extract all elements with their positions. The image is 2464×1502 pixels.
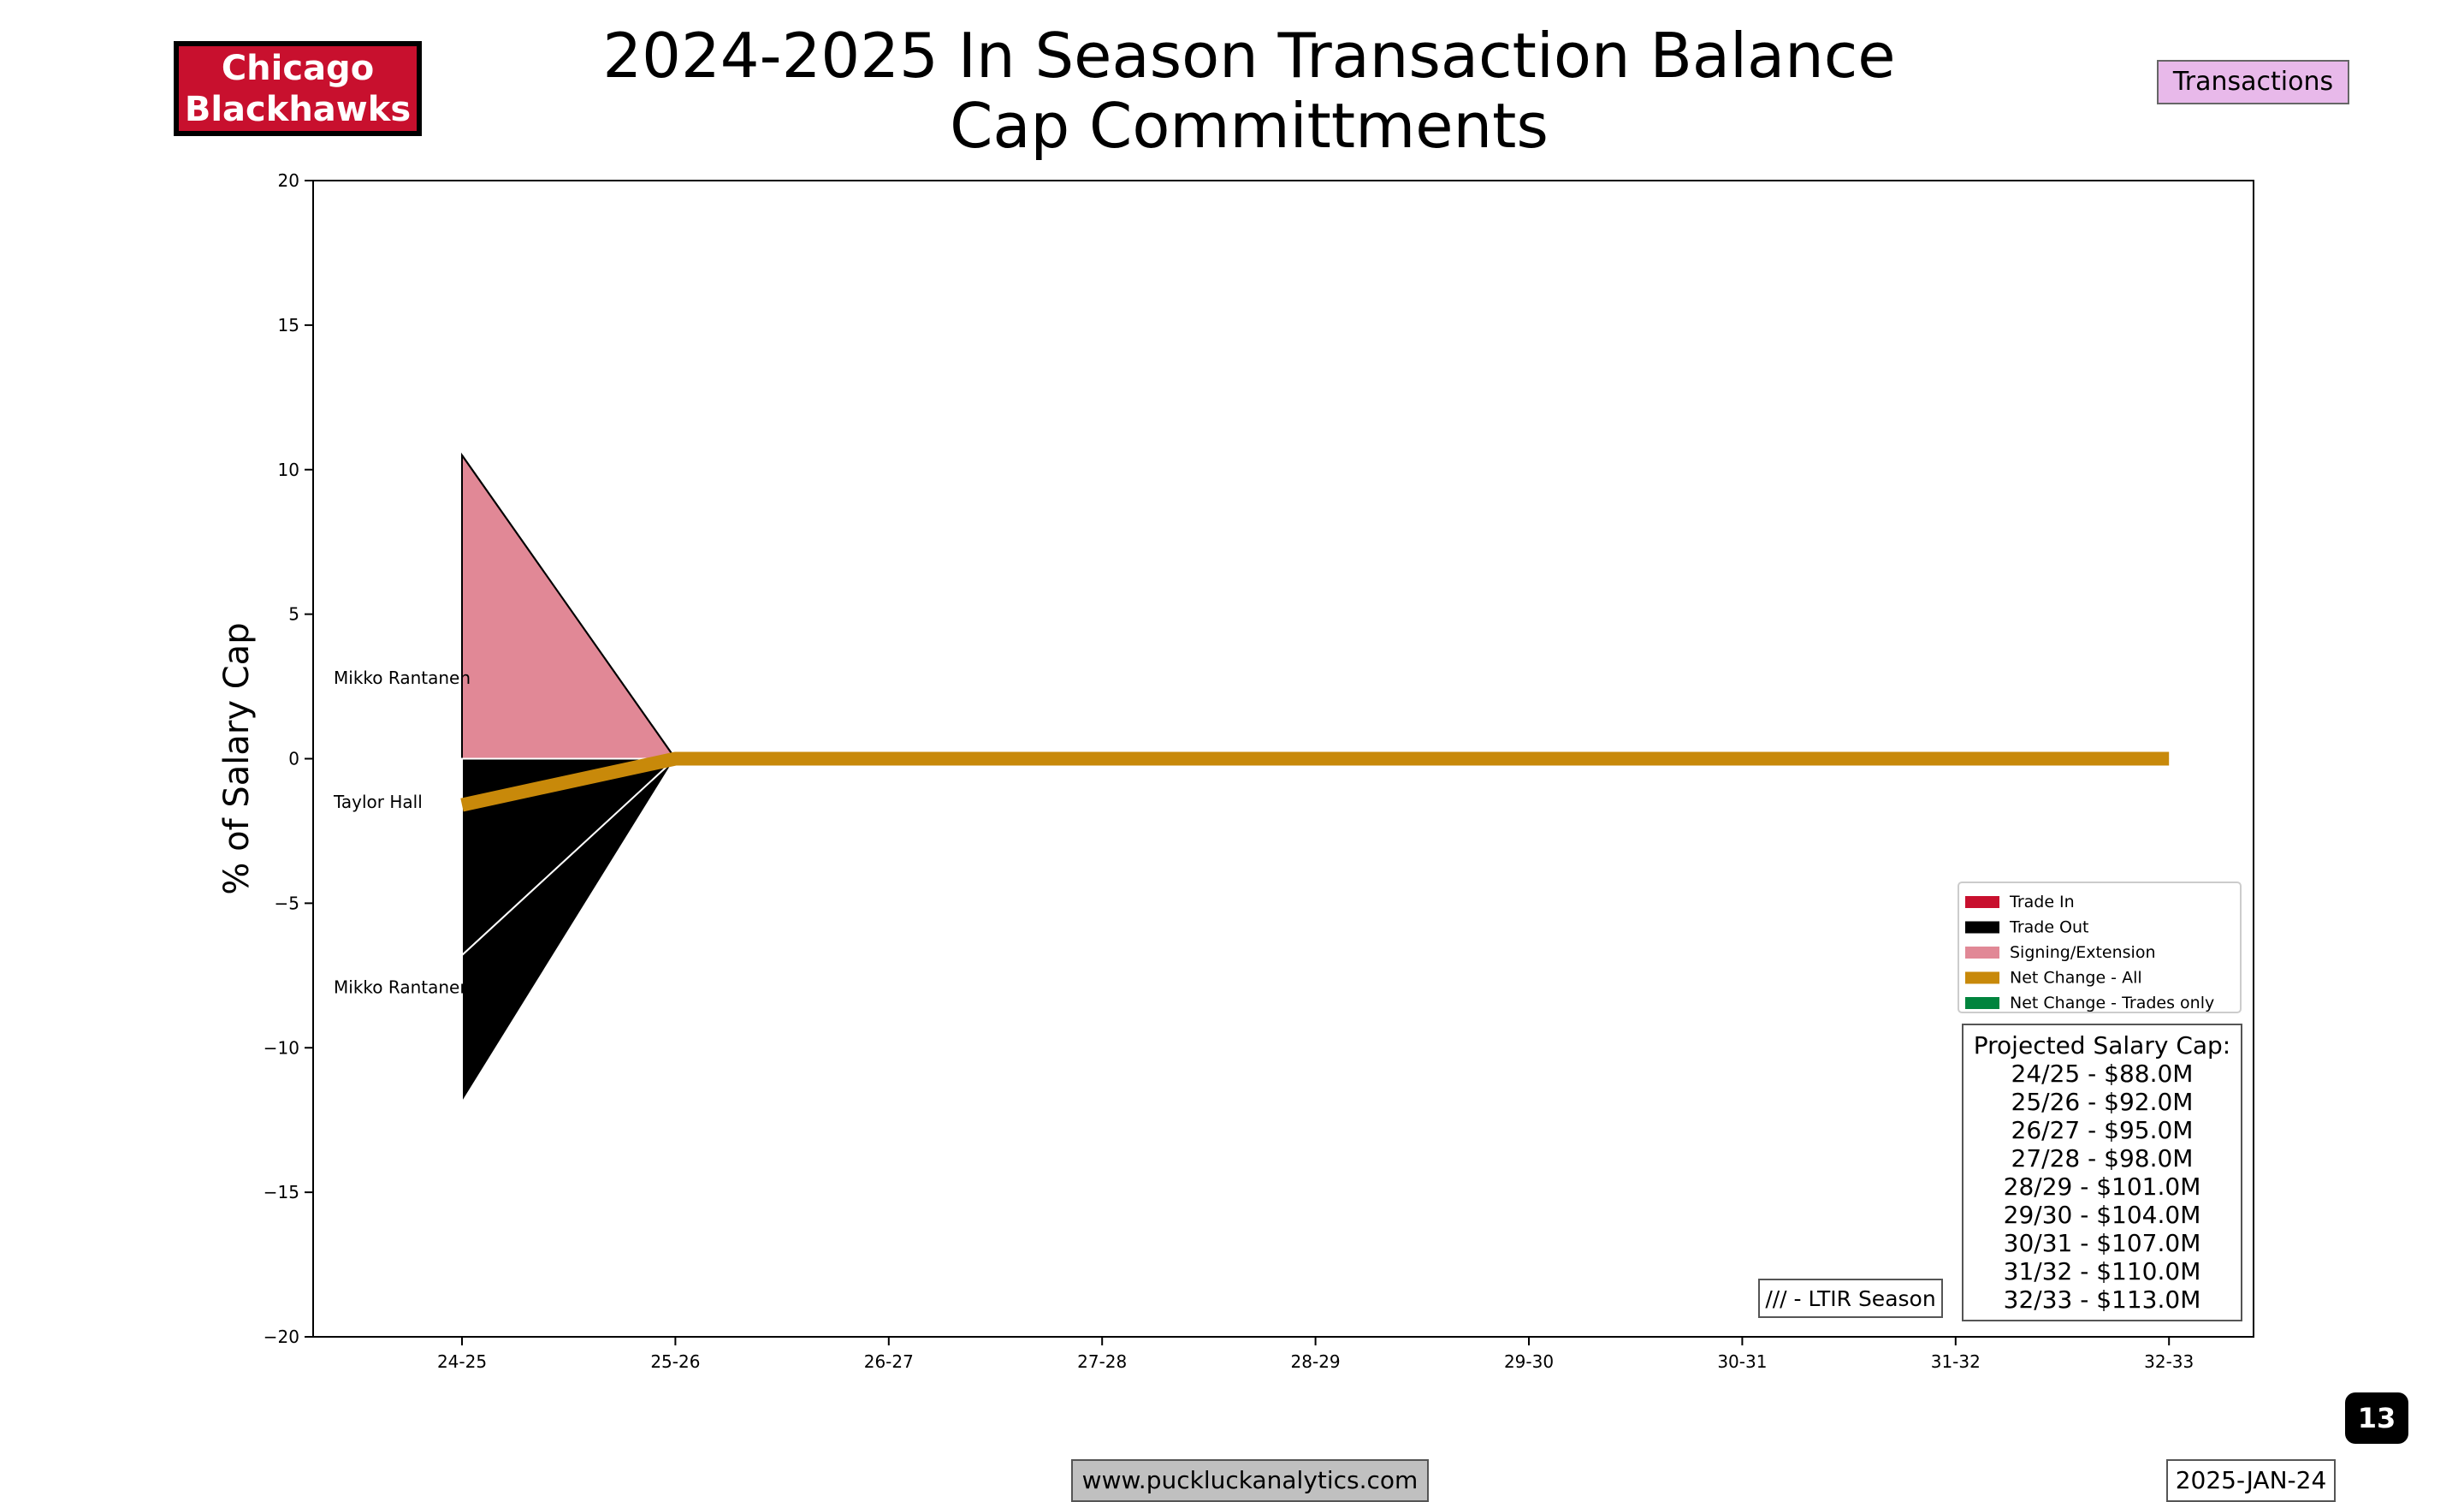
legend-label: Net Change - All (2010, 969, 2142, 988)
x-tick-label: 25-26 (650, 1351, 700, 1372)
legend-swatch (1965, 947, 1999, 959)
legend-label: Trade In (2009, 893, 2075, 911)
legend-label: Signing/Extension (2010, 943, 2156, 962)
page-number-badge: 13 (2345, 1392, 2408, 1444)
y-tick-label: −5 (275, 893, 299, 913)
y-tick-label: −15 (264, 1182, 299, 1202)
x-tick-label: 32-33 (2144, 1351, 2194, 1372)
footer-date: 2025-JAN-24 (2166, 1459, 2336, 1502)
y-axis-label: % of Salary Cap (217, 622, 257, 894)
cap-box-line: 29/30 - $104.0M (2004, 1201, 2201, 1229)
area-label: Mikko Rantanen (334, 977, 471, 997)
x-tick-label: 27-28 (1077, 1351, 1127, 1372)
cap-box-title: Projected Salary Cap: (1974, 1031, 2230, 1060)
cap-box-line: 31/32 - $110.0M (2004, 1257, 2201, 1285)
legend-swatch (1965, 997, 1999, 1009)
y-tick-label: 15 (278, 315, 299, 335)
legend-swatch (1965, 896, 1999, 908)
cap-box-line: 28/29 - $101.0M (2004, 1173, 2201, 1201)
legend-label: Trade Out (2009, 918, 2089, 937)
y-tick-label: 0 (288, 749, 299, 769)
footer-url[interactable]: www.puckluckanalytics.com (1071, 1459, 1429, 1502)
cap-box-line: 24/25 - $88.0M (2011, 1060, 2194, 1088)
y-tick-label: 20 (278, 170, 299, 191)
cap-box-line: 32/33 - $113.0M (2004, 1285, 2201, 1314)
cap-box-line: 30/31 - $107.0M (2004, 1229, 2201, 1257)
cap-box-line: 26/27 - $95.0M (2011, 1116, 2194, 1144)
area-label: Taylor Hall (333, 792, 423, 812)
area-label: Mikko Rantanen (334, 668, 471, 688)
y-tick-label: 5 (288, 604, 299, 625)
x-tick-label: 28-29 (1291, 1351, 1341, 1372)
x-tick-label: 31-32 (1931, 1351, 1981, 1372)
y-tick-label: 10 (278, 460, 299, 480)
x-tick-label: 30-31 (1717, 1351, 1767, 1372)
legend-label: Net Change - Trades only (2010, 994, 2214, 1012)
cap-box-line: 25/26 - $92.0M (2011, 1088, 2194, 1116)
legend-swatch (1965, 972, 1999, 984)
x-tick-label: 24-25 (437, 1351, 487, 1372)
x-tick-label: 29-30 (1504, 1351, 1554, 1372)
cap-box-line: 27/28 - $98.0M (2011, 1144, 2194, 1173)
legend-swatch (1965, 922, 1999, 934)
x-tick-label: 26-27 (864, 1351, 914, 1372)
ltir-note: /// - LTIR Season (1765, 1286, 1935, 1311)
y-tick-label: −20 (264, 1327, 299, 1347)
y-tick-label: −10 (264, 1037, 299, 1058)
net-change-all-line (462, 759, 2169, 805)
